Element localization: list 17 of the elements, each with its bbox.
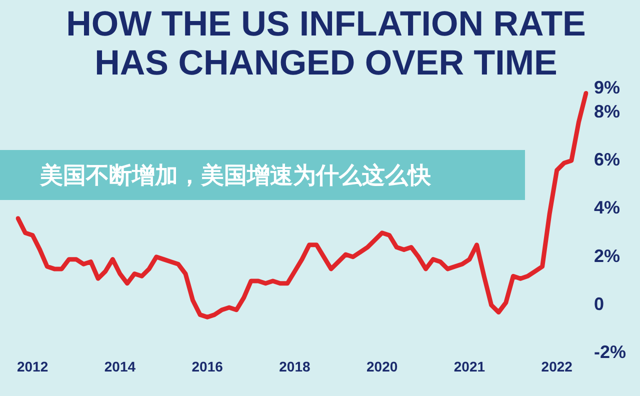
y-tick-label: 0 <box>594 294 604 314</box>
x-tick-label: 2012 <box>16 358 48 374</box>
y-tick-label: 9% <box>594 77 620 98</box>
x-tick-label: 2021 <box>454 358 486 374</box>
annotation: 美国不断增加，美国增速为什么这么快 <box>40 162 431 190</box>
y-tick-label: -2% <box>594 342 626 362</box>
x-tick-label: 2018 <box>279 358 310 374</box>
y-tick-label: 6% <box>594 150 620 170</box>
y-tick-label: 8% <box>594 101 620 122</box>
x-tick-label: 2020 <box>366 358 398 374</box>
caption-banner: 美国不断增加，美国增速为什么这么快 <box>0 150 525 200</box>
y-tick-label: 2% <box>594 246 620 266</box>
y-tick-label: 4% <box>594 198 620 218</box>
x-tick-label: 2022 <box>541 358 573 374</box>
x-tick-label: 2014 <box>104 358 136 374</box>
x-tick-label: 2016 <box>192 358 224 374</box>
chart-title: HOW THE US INFLATION RATE HAS CHANGED OVER TIME <box>66 4 586 82</box>
